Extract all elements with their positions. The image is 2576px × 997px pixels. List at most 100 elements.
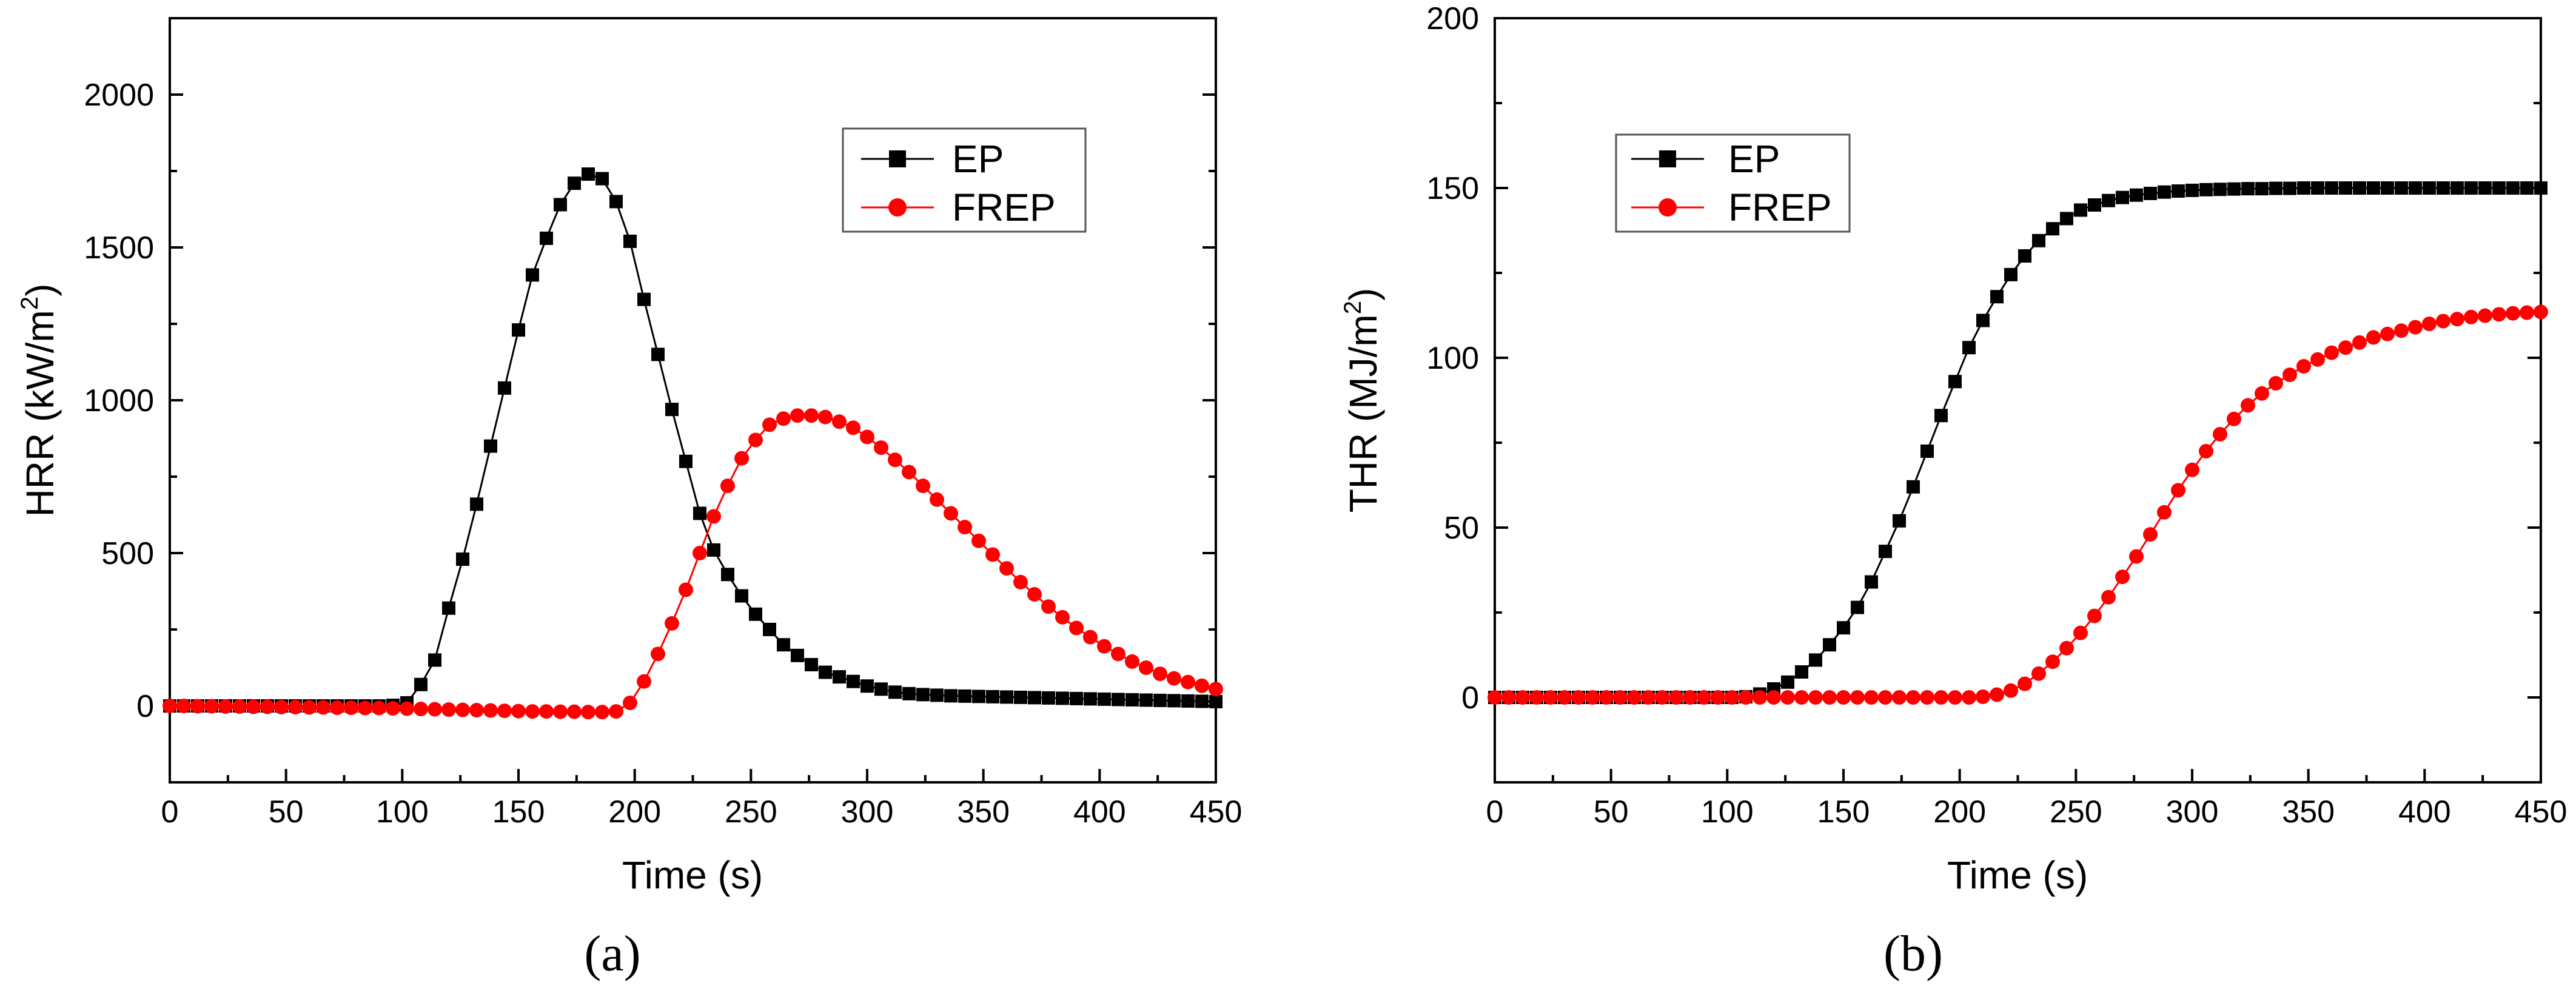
- data-point-frep: [832, 414, 847, 429]
- data-point-frep: [1515, 690, 1530, 705]
- data-point-ep: [1070, 691, 1083, 705]
- data-point-ep: [2478, 181, 2492, 195]
- data-point-ep: [2283, 181, 2296, 195]
- data-point-frep: [2296, 359, 2311, 374]
- x-tick-label: 100: [1701, 794, 1754, 830]
- data-point-ep: [2464, 181, 2478, 195]
- data-point-ep: [2506, 181, 2520, 195]
- data-point-ep: [916, 688, 930, 702]
- data-point-ep: [526, 268, 539, 282]
- data-point-frep: [1739, 690, 1753, 705]
- panel-b-x-ticks: 0 50 100 150 200 250 300 350 400 450: [1486, 769, 2568, 830]
- data-point-frep: [2464, 309, 2478, 324]
- data-point-frep: [748, 432, 763, 448]
- data-point-ep: [791, 648, 804, 662]
- data-point-ep: [707, 543, 720, 557]
- data-point-ep: [2241, 182, 2255, 196]
- y-tick-label: 150: [1426, 171, 1479, 206]
- data-point-ep: [2437, 181, 2450, 195]
- data-point-ep: [2353, 181, 2366, 195]
- data-point-frep: [944, 506, 958, 521]
- data-point-ep: [1893, 514, 1906, 528]
- data-point-ep: [874, 682, 888, 696]
- data-point-frep: [246, 699, 261, 714]
- data-point-frep: [1055, 609, 1070, 625]
- data-point-ep: [693, 506, 706, 520]
- data-point-frep: [2213, 427, 2227, 441]
- data-point-frep: [1501, 690, 1516, 705]
- y-tick-label: 1000: [84, 383, 154, 418]
- data-point-frep: [902, 465, 916, 480]
- data-point-frep: [1934, 690, 1948, 705]
- data-point-ep: [2492, 181, 2506, 195]
- data-point-frep: [2227, 411, 2241, 426]
- data-point-ep: [1181, 694, 1195, 708]
- data-point-frep: [874, 440, 888, 455]
- x-tick-label: 450: [2515, 794, 2568, 830]
- data-point-frep: [1167, 671, 1181, 686]
- data-point-ep: [833, 670, 846, 684]
- data-point-frep: [2534, 304, 2548, 320]
- data-point-ep: [777, 638, 790, 652]
- data-point-frep: [2422, 317, 2437, 331]
- series-line-ep: [1495, 187, 2541, 699]
- y-tick-label: 500: [101, 536, 154, 571]
- data-point-frep: [2101, 589, 2116, 605]
- data-point-ep: [819, 665, 832, 679]
- x-tick-label: 350: [957, 794, 1010, 830]
- series-line-ep: [170, 173, 1216, 707]
- x-tick-label: 300: [2166, 794, 2219, 830]
- data-point-ep: [2450, 181, 2464, 195]
- data-point-ep: [637, 292, 651, 306]
- data-point-frep: [2171, 483, 2185, 498]
- data-point-frep: [204, 699, 219, 714]
- data-point-ep: [1948, 375, 1962, 389]
- data-point-frep: [483, 703, 498, 718]
- data-point-frep: [958, 520, 972, 535]
- data-point-frep: [1027, 587, 1042, 602]
- data-point-frep: [1585, 690, 1600, 705]
- y-tick-label: 100: [1426, 341, 1479, 376]
- data-point-frep: [930, 492, 944, 507]
- panel-b-y-axis-label-end: ): [1341, 288, 1385, 301]
- data-point-ep: [609, 195, 623, 209]
- data-point-ep: [888, 685, 902, 699]
- data-point-ep: [1879, 545, 1892, 559]
- panel-a-caption: (a): [584, 925, 640, 982]
- data-point-ep: [1167, 694, 1181, 708]
- data-point-ep: [2199, 183, 2213, 196]
- data-point-frep: [358, 700, 372, 716]
- panel-a-legend-ep-label: EP: [952, 137, 1004, 181]
- data-point-frep: [274, 700, 289, 715]
- data-point-ep: [679, 454, 693, 468]
- data-point-frep: [651, 646, 665, 662]
- data-point-frep: [1488, 690, 1502, 705]
- data-point-ep: [1042, 691, 1055, 705]
- data-point-frep: [2004, 683, 2018, 698]
- data-point-frep: [567, 704, 582, 719]
- data-point-frep: [1153, 666, 1167, 682]
- panel-b-legend: EP FREP: [1615, 133, 1851, 233]
- data-point-frep: [190, 699, 205, 714]
- data-point-ep: [540, 231, 553, 245]
- panel-b-caption: (b): [1883, 925, 1943, 982]
- data-point-ep: [805, 657, 818, 671]
- panel-b-legend-frep-marker: [1659, 198, 1677, 217]
- data-point-ep: [1112, 693, 1125, 707]
- x-tick-label: 250: [2050, 794, 2102, 830]
- panel-b-y-ticks: 0 50 100 150 200: [1426, 1, 2541, 784]
- data-point-frep: [553, 704, 568, 719]
- data-point-ep: [749, 607, 762, 621]
- y-tick-label: 0: [1461, 680, 1479, 716]
- data-point-frep: [1069, 620, 1084, 636]
- data-point-frep: [1655, 690, 1669, 705]
- data-point-ep: [2423, 181, 2436, 195]
- data-point-ep: [902, 686, 916, 700]
- data-point-frep: [1613, 690, 1628, 705]
- data-point-frep: [679, 582, 693, 597]
- data-point-ep: [1098, 692, 1111, 706]
- x-tick-label: 150: [492, 794, 545, 830]
- data-point-frep: [2018, 676, 2032, 691]
- data-point-frep: [581, 705, 595, 720]
- data-point-frep: [2115, 569, 2130, 585]
